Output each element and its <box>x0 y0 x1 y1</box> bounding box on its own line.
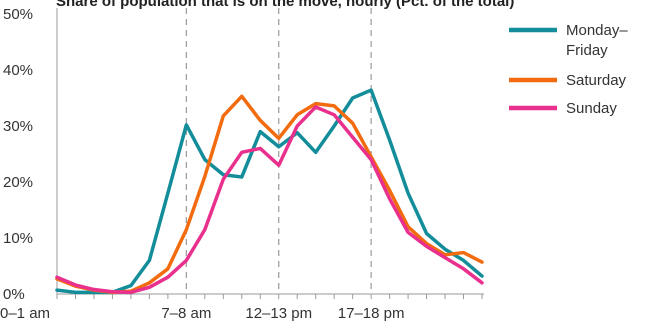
legend-label: Monday– <box>566 22 628 39</box>
y-tick-label: 20% <box>3 174 33 191</box>
legend: Monday– Friday Saturday Sunday <box>509 22 628 117</box>
series-line <box>55 105 484 295</box>
x-tick-label: 12–13 pm <box>245 305 312 322</box>
y-tick-label: 50% <box>3 6 33 23</box>
legend-label: Saturday <box>566 72 627 89</box>
legend-label: Friday <box>566 42 608 59</box>
x-axis: 0–1 am 7–8 am 12–13 pm 17–18 pm <box>0 293 484 322</box>
x-tick-label: 17–18 pm <box>338 305 405 322</box>
y-axis: 0% 10% 20% 30% 40% 50% <box>3 6 58 303</box>
series-line <box>55 94 484 295</box>
chart-title: Share of population that is on the move,… <box>56 0 514 10</box>
y-tick-label: 30% <box>3 118 33 135</box>
y-tick-label: 40% <box>3 62 33 79</box>
series-line <box>55 88 484 295</box>
x-tick-label: 0–1 am <box>0 305 50 322</box>
x-tick-label: 7–8 am <box>161 305 211 322</box>
series-lines <box>55 88 484 295</box>
y-tick-label: 0% <box>3 286 25 303</box>
y-tick-label: 10% <box>3 230 33 247</box>
reference-lines <box>185 8 372 294</box>
legend-label: Sunday <box>566 100 617 117</box>
